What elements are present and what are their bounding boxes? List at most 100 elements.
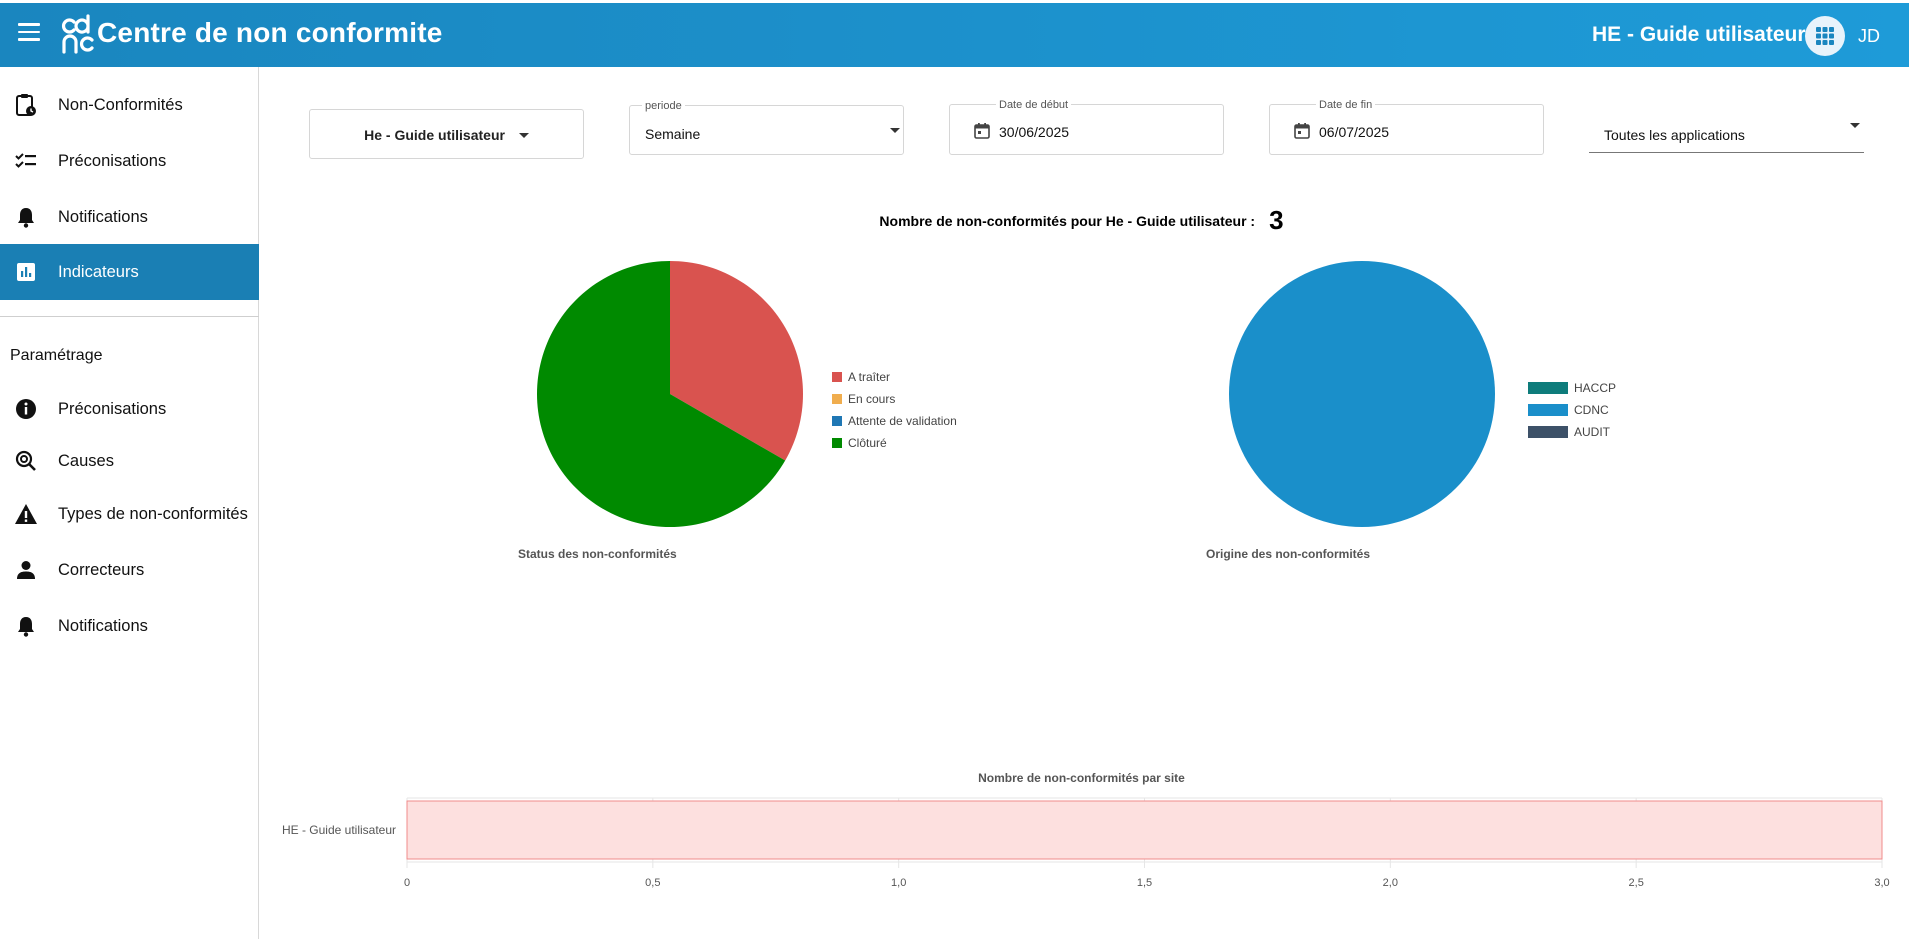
search-target-icon: [14, 449, 38, 473]
site-filter-dropdown[interactable]: He - Guide utilisateur: [309, 109, 584, 159]
site-selector[interactable]: HE - Guide utilisateur: [1592, 23, 1826, 47]
status-chart-title: Status des non-conformités: [518, 547, 677, 561]
menu-icon[interactable]: [18, 23, 40, 41]
top-app-bar: Centre de non conformite HE - Guide util…: [0, 3, 1909, 67]
site-bar-chart: 0 0,5 1,0 1,5 2,0 2,5 3,0 HE - Guide utilisateu…: [282, 797, 1890, 889]
sidebar-item-label: Notifications: [58, 616, 148, 635]
sidebar-item-label: Préconisations: [58, 399, 167, 418]
calendar-icon: [974, 123, 990, 139]
periode-select[interactable]: periode Semaine: [629, 100, 904, 155]
nc-count-value: 3: [1269, 205, 1284, 235]
app-title: Centre de non conformite: [97, 17, 443, 48]
sidebar-item-label: Préconisations: [58, 151, 167, 170]
warning-icon: [14, 502, 38, 526]
x-tick-label: 3,0: [1874, 877, 1889, 889]
legend-label: En cours: [848, 392, 896, 406]
y-category-label: HE - Guide utilisateur: [282, 823, 396, 837]
start-date-value: 30/06/2025: [999, 124, 1070, 140]
status-legend: A traîter En cours Attente de validation Cl…: [832, 366, 957, 454]
sidebar-item-preconisations[interactable]: Préconisations: [0, 133, 259, 189]
x-tick-label: 0: [404, 877, 410, 889]
legend-item-a-traiter[interactable]: A traîter: [832, 366, 957, 388]
x-tick-label: 2,0: [1383, 877, 1398, 889]
pie-slice-cloture[interactable]: [537, 261, 786, 527]
end-date-value: 06/07/2025: [1319, 124, 1390, 140]
sidebar-item-causes[interactable]: Causes: [0, 433, 259, 489]
legend-label: Clôturé: [848, 436, 887, 450]
site-bar-chart-title: Nombre de non-conformités par site: [978, 771, 1185, 785]
grid-icon: [1816, 27, 1834, 45]
pie-slice-cdnc[interactable]: [1229, 261, 1495, 527]
legend-item-cloture[interactable]: Clôturé: [832, 432, 957, 454]
settings-section-title: Paramétrage: [10, 347, 103, 364]
origin-chart-title: Origine des non-conformités: [1206, 547, 1371, 561]
sidebar: Non-Conformités Préconisations Notificat…: [0, 67, 259, 939]
pie-slice-a-traiter[interactable]: [670, 261, 803, 461]
legend-item-audit[interactable]: AUDIT: [1528, 421, 1616, 443]
sidebar-item-types-non-conformites[interactable]: Types de non-conformités: [0, 486, 259, 542]
caret-down-icon: [1850, 123, 1860, 128]
legend-swatch: [832, 416, 842, 426]
legend-label: HACCP: [1574, 381, 1617, 395]
applications-select[interactable]: Toutes les applications: [1589, 108, 1864, 153]
info-icon: [14, 397, 38, 421]
periode-value: Semaine: [645, 126, 701, 142]
legend-swatch: [832, 394, 842, 404]
legend-item-cdnc[interactable]: CDNC: [1528, 399, 1616, 421]
bell-icon: [14, 614, 38, 638]
caret-down-icon: [890, 128, 900, 133]
legend-label: Attente de validation: [848, 414, 957, 428]
sidebar-item-label: Non-Conformités: [58, 95, 183, 114]
legend-swatch: [1528, 404, 1568, 416]
person-icon: [14, 558, 38, 582]
x-tick-label: 2,5: [1629, 877, 1644, 889]
end-date-field[interactable]: Date de fin 06/07/2025: [1269, 99, 1544, 155]
origin-legend: HACCP CDNC AUDIT: [1528, 377, 1616, 443]
legend-item-en-cours[interactable]: En cours: [832, 388, 957, 410]
sidebar-item-non-conformites[interactable]: Non-Conformités: [0, 77, 259, 133]
caret-down-icon: [518, 133, 529, 138]
status-pie-chart: [537, 261, 803, 527]
nc-count-label: Nombre de non-conformités pour He - Guid…: [879, 213, 1256, 229]
x-tick-label: 0,5: [645, 877, 660, 889]
legend-label: AUDIT: [1574, 425, 1610, 439]
bar[interactable]: [406, 800, 1883, 860]
cdnc-logo-icon: [60, 12, 96, 56]
legend-label: A traîter: [848, 370, 891, 384]
bell-icon: [14, 205, 38, 229]
legend-swatch: [1528, 426, 1568, 438]
start-date-field[interactable]: Date de début 30/06/2025: [949, 99, 1224, 155]
sidebar-divider: [0, 316, 259, 317]
apps-grid-button[interactable]: [1805, 16, 1845, 56]
sidebar-item-correcteurs[interactable]: Correcteurs: [0, 542, 259, 598]
sidebar-item-label: Notifications: [58, 207, 148, 226]
calendar-icon: [1294, 123, 1310, 139]
sidebar-item-label: Correcteurs: [58, 560, 145, 579]
legend-item-haccp[interactable]: HACCP: [1528, 377, 1616, 399]
legend-swatch: [832, 372, 842, 382]
legend-label: CDNC: [1574, 403, 1609, 417]
origin-pie-chart: [1229, 261, 1495, 527]
start-date-label: Date de début: [996, 99, 1072, 111]
sidebar-item-indicateurs[interactable]: Indicateurs: [0, 244, 259, 300]
nc-count-heading: Nombre de non-conformités pour He - Guid…: [0, 205, 1909, 236]
legend-item-attente-de-validation[interactable]: Attente de validation: [832, 410, 957, 432]
site-selector-label: HE - Guide utilisateur: [1592, 23, 1806, 46]
legend-swatch: [832, 438, 842, 448]
x-tick-label: 1,0: [891, 877, 906, 889]
x-tick-label: 1,5: [1137, 877, 1152, 889]
sidebar-item-settings-preconisations[interactable]: Préconisations: [0, 381, 259, 437]
checklist-icon: [14, 149, 38, 173]
user-avatar[interactable]: JD: [1858, 26, 1880, 46]
sidebar-item-label: Causes: [58, 451, 114, 470]
sidebar-item-notifications[interactable]: Notifications: [0, 189, 259, 245]
sidebar-item-label: Types de non-conformités: [58, 504, 248, 523]
sidebar-item-settings-notifications[interactable]: Notifications: [0, 598, 259, 654]
bar-chart-icon: [14, 260, 38, 284]
periode-label: periode: [642, 100, 685, 112]
site-filter-value: He - Guide utilisateur: [364, 127, 505, 143]
sidebar-item-label: Indicateurs: [58, 262, 139, 281]
clipboard-clock-icon: [14, 93, 38, 117]
legend-swatch: [1528, 382, 1568, 394]
end-date-label: Date de fin: [1316, 99, 1376, 111]
